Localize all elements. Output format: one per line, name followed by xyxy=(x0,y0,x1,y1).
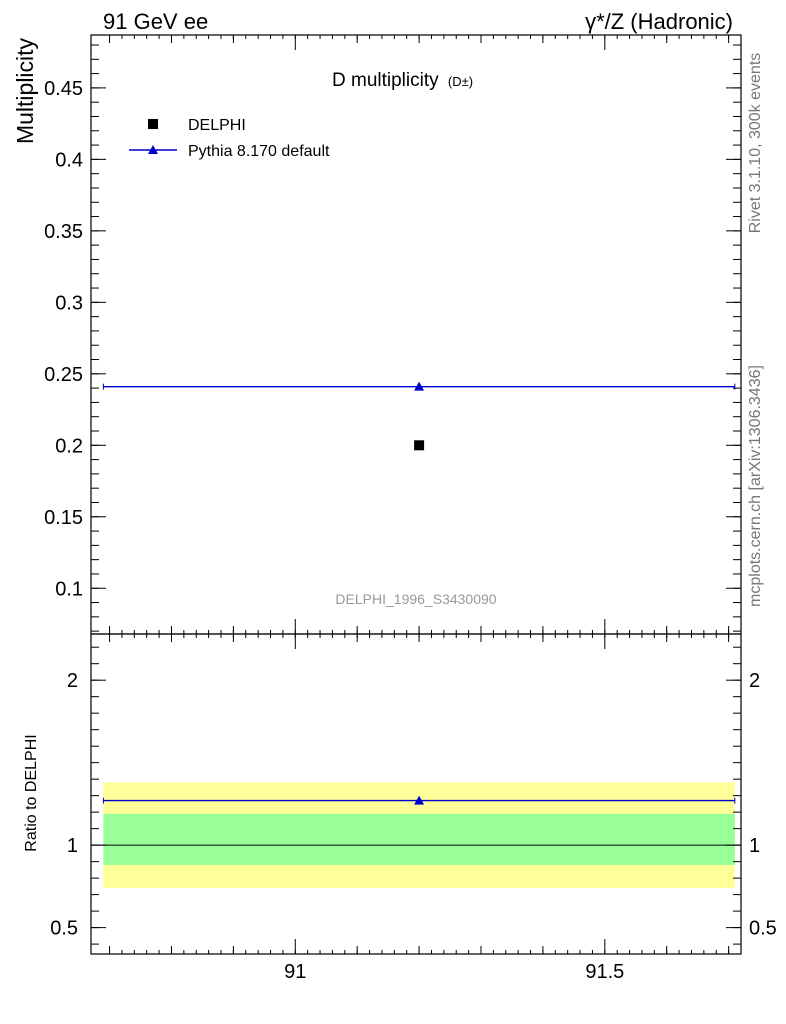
y-tick-label: 0.15 xyxy=(44,507,83,529)
x-tick-label: 91.5 xyxy=(585,961,624,983)
data-point-pythia xyxy=(414,381,425,391)
y-tick-label: 0.2 xyxy=(55,435,83,457)
ratio-y-axis-label: Ratio to DELPHI xyxy=(23,734,40,851)
chart-title: D multiplicity (D±) xyxy=(332,70,473,91)
y-tick-label: 0.35 xyxy=(44,221,83,243)
ratio-axis-ticks: 0.5 0.5 1 1 2 2 91 91.5 xyxy=(50,634,777,983)
mcplots-label: mcplots.cern.ch [arXiv:1306.3436] xyxy=(747,365,764,607)
chart-title-main: D multiplicity xyxy=(332,70,439,91)
y-tick-label: 0.1 xyxy=(55,578,83,600)
y-axis-label: Multiplicity xyxy=(12,37,38,144)
main-data-marks xyxy=(102,381,736,451)
y-tick-label: 0.4 xyxy=(55,149,83,171)
ratio-y-tick-label: 2 xyxy=(67,670,78,692)
ratio-y-tick-label-right: 0.5 xyxy=(749,918,777,940)
y-tick-label: 0.45 xyxy=(44,78,83,100)
ratio-panel-frame xyxy=(90,633,742,955)
rivet-version-label: Rivet 3.1.10, 300k events xyxy=(747,53,764,234)
data-point-delphi xyxy=(414,440,425,451)
ratio-data-point-pythia xyxy=(414,795,425,805)
header-process-label: γ*/Z (Hadronic) xyxy=(585,9,733,34)
y-tick-label: 0.3 xyxy=(55,292,83,314)
chart-title-suffix: (D±) xyxy=(448,74,473,89)
legend-label-pythia: Pythia 8.170 default xyxy=(188,143,330,160)
legend-marker-delphi xyxy=(148,119,158,129)
ratio-y-tick-label-right: 1 xyxy=(749,835,760,857)
main-axis-ticks: 0.1 0.15 0.2 0.25 0.3 0.35 0.4 0.45 xyxy=(44,35,741,634)
main-panel: Multiplicity D multiplicity (D±) DELPHI_… xyxy=(12,34,742,635)
legend: DELPHI Pythia 8.170 default xyxy=(129,117,330,160)
ratio-y-tick-label-right: 2 xyxy=(749,670,760,692)
uncertainty-bands xyxy=(91,782,741,889)
ratio-y-tick-label: 0.5 xyxy=(50,918,78,940)
ratio-y-tick-label: 1 xyxy=(67,835,78,857)
legend-label-delphi: DELPHI xyxy=(188,117,246,134)
uncertainty-band xyxy=(103,813,735,865)
analysis-watermark: DELPHI_1996_S3430090 xyxy=(335,591,496,607)
x-tick-label: 91 xyxy=(284,961,306,983)
legend-marker-pythia xyxy=(148,145,158,154)
header-energy-label: 91 GeV ee xyxy=(103,9,208,34)
ratio-data-marks xyxy=(102,795,736,805)
y-tick-label: 0.25 xyxy=(44,364,83,386)
ratio-panel: 0.5 0.5 1 1 2 2 91 91.5 Ratio to DELPHI xyxy=(23,633,777,983)
